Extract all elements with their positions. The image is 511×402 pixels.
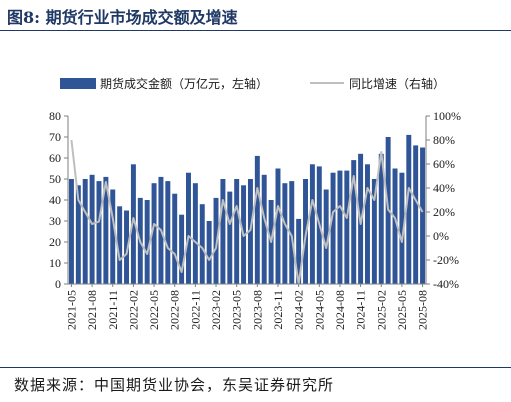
right-tick-label: 40% <box>433 181 455 195</box>
bar <box>371 179 377 284</box>
bar <box>220 179 226 284</box>
bar <box>323 189 329 284</box>
x-tick-label: 2025-08 <box>416 290 430 330</box>
source-note: 数据来源：中国期货业协会，东吴证券研究所 <box>14 376 335 394</box>
figure-title: 图8: 期货行业市场成交额及增速 <box>7 4 238 28</box>
x-tick-label: 2021-11 <box>106 290 120 330</box>
bar <box>213 197 219 284</box>
bar <box>413 145 419 284</box>
x-tick-label: 2022-11 <box>188 290 202 330</box>
left-tick-label: 10 <box>49 256 61 270</box>
x-tick-label: 2022-02 <box>126 290 140 330</box>
bar <box>103 176 109 284</box>
bar <box>254 155 260 284</box>
right-tick-label: 0% <box>433 229 449 243</box>
x-tick-label: 2022-05 <box>147 290 161 330</box>
bar <box>351 160 357 284</box>
bar <box>82 179 88 284</box>
x-tick-label: 2023-05 <box>230 290 244 330</box>
bar <box>186 172 191 284</box>
figure-title-text: 期货行业市场成交额及增速 <box>45 8 238 27</box>
bar <box>420 147 426 284</box>
bar <box>275 168 281 284</box>
left-tick-label: 70 <box>49 130 61 144</box>
x-tick-label: 2024-08 <box>333 290 347 330</box>
x-tick-label: 2023-11 <box>271 290 285 330</box>
bar <box>247 179 253 284</box>
x-tick-label: 2021-05 <box>64 290 78 330</box>
bar <box>399 172 405 284</box>
bar <box>75 185 81 284</box>
legend-line-label: 同比增速（右轴） <box>349 76 445 91</box>
bar <box>179 214 185 284</box>
bar <box>206 221 212 284</box>
bar <box>151 183 157 284</box>
bar <box>337 170 343 284</box>
left-tick-label: 30 <box>49 214 61 228</box>
bar <box>89 174 95 284</box>
bar <box>309 164 315 284</box>
x-tick-label: 2025-05 <box>395 290 409 330</box>
right-tick-label: -40% <box>433 277 459 291</box>
legend-bar-label: 期货成交金额（万亿元，左轴） <box>100 76 268 91</box>
x-tick-label: 2022-08 <box>168 290 182 330</box>
x-tick-label: 2021-08 <box>85 290 99 330</box>
bar <box>96 181 102 284</box>
x-tick-label: 2023-08 <box>250 290 264 330</box>
bar <box>199 204 205 284</box>
x-tick-label: 2025-02 <box>374 290 388 330</box>
bar <box>344 170 350 284</box>
x-tick-label: 2024-02 <box>292 290 306 330</box>
bar <box>124 210 129 284</box>
source-divider <box>0 367 511 368</box>
right-tick-label: 60% <box>433 157 455 171</box>
legend-bar-swatch <box>60 78 96 89</box>
bar <box>282 183 288 284</box>
bar <box>165 181 171 284</box>
bar <box>406 134 412 284</box>
bar <box>110 189 116 284</box>
left-tick-label: 60 <box>49 151 61 165</box>
right-tick-label: -20% <box>433 253 459 267</box>
left-tick-label: 20 <box>49 235 61 249</box>
bar <box>192 183 198 284</box>
bar <box>296 218 302 284</box>
bar <box>261 174 267 284</box>
x-tick-label: 2023-02 <box>209 290 223 330</box>
bar <box>378 153 384 284</box>
bar <box>234 179 240 284</box>
right-tick-label: 20% <box>433 205 455 219</box>
bar <box>392 168 398 284</box>
left-tick-label: 0 <box>55 277 61 291</box>
title-divider <box>0 30 511 31</box>
x-tick-label: 2024-05 <box>312 290 326 330</box>
bar <box>130 164 136 284</box>
bar <box>144 200 150 284</box>
bar <box>289 181 295 284</box>
left-tick-label: 40 <box>49 193 61 207</box>
chart: 期货成交金额（万亿元，左轴） 同比增速（右轴） 0 10 20 30 40 50 60 70 8… <box>49 76 461 330</box>
right-tick-label: 80% <box>433 133 455 147</box>
bar <box>227 191 233 284</box>
left-tick-label: 80 <box>49 109 61 123</box>
bar <box>117 206 123 284</box>
legend: 期货成交金额（万亿元，左轴） 同比增速（右轴） <box>60 76 445 91</box>
x-tick-label: 2024-11 <box>354 290 368 330</box>
growth-line <box>70 139 424 285</box>
bar <box>68 179 74 284</box>
bar <box>365 164 370 284</box>
bar <box>172 193 178 284</box>
left-tick-label: 50 <box>49 172 61 186</box>
right-tick-label: 100% <box>433 109 461 123</box>
plot-area: 0 10 20 30 40 50 60 70 80 -40% -20% 0% 20% 40% 60% 80% 1… <box>49 109 461 330</box>
figure-label: 图8: <box>7 8 41 27</box>
bar <box>330 172 336 284</box>
